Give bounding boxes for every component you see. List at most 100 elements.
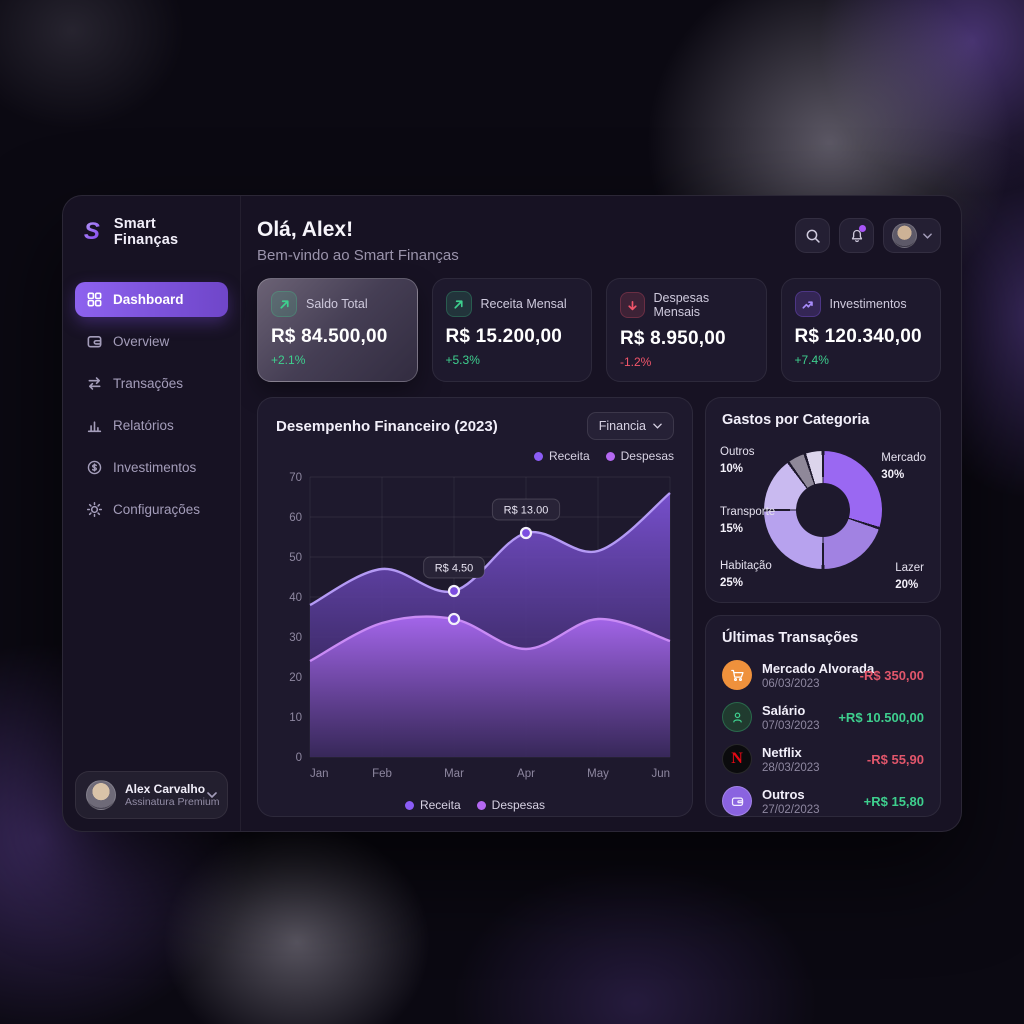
stat-card-saldo-total[interactable]: Saldo Total R$ 84.500,00 +2.1% [257,278,418,382]
card-title: Gastos por Categoria [722,412,870,428]
transaction-date: 06/03/2023 [762,677,820,690]
legend-dot [605,451,615,461]
svg-text:Apr: Apr [517,768,535,780]
transaction-date: 27/02/2023 [762,803,820,816]
legend-dot [476,800,486,810]
legend-despesas[interactable]: Despesas [605,449,674,463]
page-title: Olá, Alex! [257,218,354,241]
stat-value: R$ 15.200,00 [445,326,562,347]
svg-text:60: 60 [289,512,302,524]
sidebar-user-card[interactable]: Alex Carvalho Assinatura Premium [75,771,228,819]
svg-text:Feb: Feb [372,768,392,780]
transactions-card: Últimas Transações Mercado Alvorada 06/03… [705,615,941,817]
sidebar-item-overview[interactable]: Overview [75,324,228,359]
donut-label-outros: Outros 10% [720,446,755,475]
stat-value: R$ 8.950,00 [620,328,726,349]
transaction-name: Mercado Alvorada [762,660,875,676]
transactions-list: Mercado Alvorada 06/03/2023 -R$ 350,00 Sa… [722,656,924,816]
logo-icon: S [83,218,100,245]
notifications-button[interactable] [839,218,874,253]
person-icon [722,702,752,732]
sidebar-item-label: Investimentos [113,460,197,475]
grid-icon [86,291,103,308]
performance-chart-card: Desempenho Financeiro (2023) Financia Re… [257,397,693,817]
transaction-row[interactable]: Salário 07/03/2023 +R$ 10.500,00 [722,698,924,736]
header: Olá, Alex! Bem-vindo ao Smart Finanças [257,218,941,264]
chevron-down-icon [207,792,217,798]
svg-text:May: May [587,768,609,780]
svg-text:R$ 4.50: R$ 4.50 [435,563,474,575]
transaction-date: 07/03/2023 [762,719,820,732]
transaction-row[interactable]: Outros 27/02/2023 +R$ 15,80 [722,782,924,816]
search-button[interactable] [795,218,830,253]
sidebar-item-label: Dashboard [113,292,184,307]
chart-title: Desempenho Financeiro (2023) [276,417,498,435]
app-title: Smart Finanças [113,216,179,248]
transaction-name: Outros [762,786,805,802]
svg-text:Mar: Mar [444,768,464,780]
stat-delta: +5.3% [445,353,480,367]
legend-receita[interactable]: Receita [533,449,590,463]
svg-text:70: 70 [289,472,302,484]
profile-menu-button[interactable] [883,218,941,253]
sidebar-item-label: Configurações [113,502,201,517]
stat-card-investimentos[interactable]: Investimentos R$ 120.340,00 +7.4% [780,278,941,382]
arrow-down-icon [620,292,645,318]
wallet-icon [722,786,752,816]
svg-text:40: 40 [289,592,302,604]
dollar-circle-icon [86,459,103,476]
stat-delta: +7.4% [794,353,829,367]
trending-up-icon [794,291,821,317]
transaction-amount: +R$ 10.500,00 [838,709,924,725]
sidebar-item-label: Relatórios [113,418,174,433]
card-title: Últimas Transações [722,630,859,646]
dashboard-window: S Smart Finanças Dashboard Overview Tran… [62,195,962,832]
sidebar-item-dashboard[interactable]: Dashboard [75,282,228,317]
stat-delta: +2.1% [271,353,306,367]
sidebar-nav: Dashboard Overview Transações Relatórios… [75,282,228,527]
header-actions [795,218,941,253]
svg-text:Jan: Jan [310,768,329,780]
donut-label-lazer: Lazer 20% [895,562,924,591]
sidebar: S Smart Finanças Dashboard Overview Tran… [63,196,241,831]
svg-text:Jun: Jun [651,768,670,780]
chart-legend-top: Receita Despesas [276,449,674,463]
sidebar-item-label: Transações [113,376,184,391]
transaction-name: Salário [762,702,806,718]
notification-dot [859,225,866,232]
legend-despesas[interactable]: Despesas [476,798,545,812]
app-logo: S Smart Finanças [75,216,228,248]
stats-row: Saldo Total R$ 84.500,00 +2.1% Receita M… [257,278,941,382]
transaction-amount: +R$ 15,80 [863,793,924,809]
donut-label-mercado: Mercado 30% [881,452,926,481]
series-Despesas [310,616,670,757]
chevron-down-icon [923,232,932,239]
legend-dot [533,451,543,461]
user-name: Alex Carvalho [125,782,206,796]
transaction-amount: -R$ 350,00 [859,667,924,683]
area-chart: 0 10 20 30 40 50 60 70 Jan Feb Mar Apr May Jun R$ 4.50… [276,465,674,796]
svg-text:50: 50 [289,552,302,564]
stat-label: Saldo Total [306,297,368,311]
donut-chart [764,451,882,569]
bell-icon [849,228,865,244]
stat-card-receita-mensal[interactable]: Receita Mensal R$ 15.200,00 +5.3% [431,278,592,382]
transaction-row[interactable]: N Netflix 28/03/2023 -R$ 55,90 [722,740,924,778]
sidebar-item-configuracoes[interactable]: Configurações [75,492,228,527]
sidebar-item-label: Overview [113,334,170,349]
arrow-up-right-icon [445,291,472,317]
svg-text:10: 10 [289,712,302,724]
gear-icon [86,501,103,518]
transaction-row[interactable]: Mercado Alvorada 06/03/2023 -R$ 350,00 [722,656,924,694]
search-icon [805,228,821,244]
sidebar-item-transacoes[interactable]: Transações [75,366,228,401]
chart-filter-dropdown[interactable]: Financia [586,412,674,440]
legend-receita[interactable]: Receita [404,798,461,812]
transfer-arrows-icon [86,375,103,392]
stat-card-despesas-mensais[interactable]: Despesas Mensais R$ 8.950,00 -1.2% [606,278,767,382]
sidebar-item-investimentos[interactable]: Investimentos [75,450,228,485]
sidebar-item-relatorios[interactable]: Relatórios [75,408,228,443]
stat-value: R$ 120.340,00 [794,326,922,347]
svg-text:0: 0 [296,752,302,764]
netflix-icon: N [722,744,752,774]
